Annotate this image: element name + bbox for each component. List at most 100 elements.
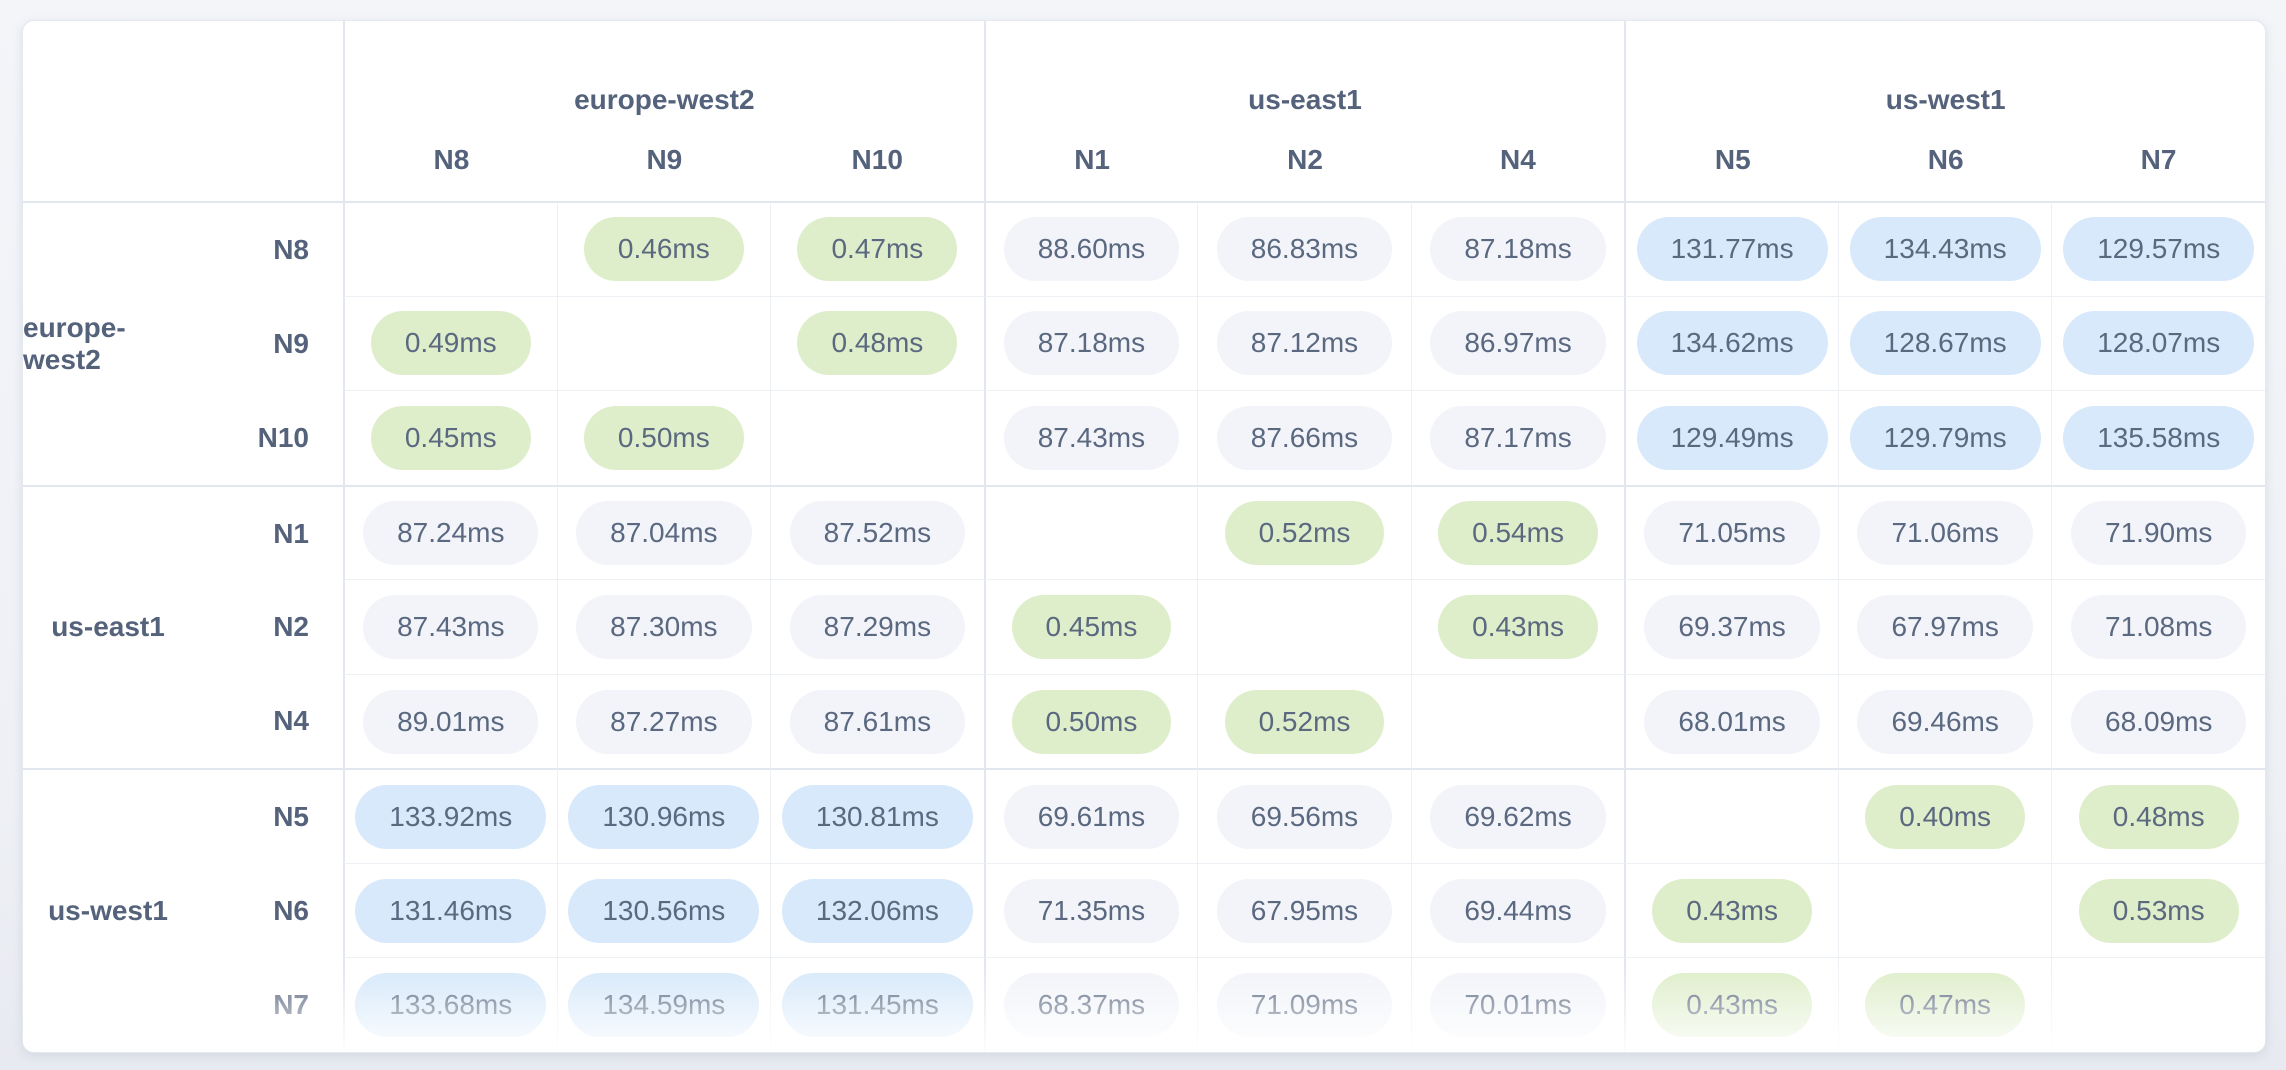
corner-cell (23, 21, 343, 201)
latency-pill[interactable]: 87.18ms (1430, 217, 1606, 282)
latency-pill[interactable]: 87.30ms (576, 594, 752, 659)
latency-pill[interactable]: 129.79ms (1849, 405, 2041, 470)
latency-pill[interactable]: 128.07ms (2063, 311, 2255, 376)
latency-pill[interactable]: 87.17ms (1430, 405, 1606, 470)
latency-pill[interactable]: 0.45ms (370, 405, 531, 470)
latency-pill[interactable]: 131.46ms (355, 878, 547, 943)
latency-pill[interactable]: 0.49ms (370, 311, 531, 376)
latency-pill[interactable]: 87.12ms (1216, 311, 1393, 376)
latency-pill[interactable]: 67.97ms (1857, 594, 2033, 659)
latency-pill[interactable]: 69.56ms (1216, 784, 1393, 849)
latency-pill[interactable]: 87.04ms (576, 500, 752, 565)
latency-pill[interactable]: 71.06ms (1857, 500, 2033, 565)
latency-cell: 128.07ms (2051, 295, 2265, 391)
latency-pill[interactable]: 128.67ms (1849, 311, 2041, 376)
latency-cell: 68.09ms (2051, 673, 2265, 769)
latency-pill[interactable]: 69.61ms (1003, 784, 1180, 849)
column-node-label: N2 (1287, 144, 1323, 175)
latency-pill[interactable]: 87.43ms (1003, 405, 1180, 470)
latency-matrix-card: europe-west2 N8 N9 N10 us-east1 N1 N2 N4 us-west… (22, 20, 2266, 1053)
latency-pill[interactable]: 0.40ms (1865, 784, 2026, 849)
latency-pill[interactable]: 0.50ms (583, 405, 744, 470)
latency-cell: 134.62ms (1624, 295, 1838, 391)
latency-pill[interactable]: 0.47ms (1865, 973, 2026, 1038)
latency-pill[interactable]: 0.43ms (1652, 973, 1813, 1038)
latency-pill[interactable]: 0.48ms (797, 311, 958, 376)
latency-pill[interactable]: 133.68ms (355, 973, 547, 1038)
latency-pill[interactable]: 88.60ms (1003, 217, 1180, 282)
latency-pill[interactable]: 0.48ms (2078, 784, 2239, 849)
row-node-label: N5 (273, 801, 309, 833)
latency-pill[interactable]: 0.52ms (1224, 689, 1385, 754)
latency-pill[interactable]: 87.52ms (789, 500, 966, 565)
latency-pill[interactable]: 69.62ms (1430, 784, 1606, 849)
latency-pill[interactable]: 68.37ms (1003, 973, 1180, 1038)
latency-pill[interactable]: 71.09ms (1216, 973, 1393, 1038)
latency-pill[interactable]: 134.43ms (1849, 217, 2041, 282)
latency-cell: 87.43ms (343, 579, 557, 674)
latency-pill[interactable]: 71.05ms (1644, 500, 1820, 565)
latency-pill[interactable]: 0.47ms (797, 217, 958, 282)
latency-pill[interactable]: 68.01ms (1644, 689, 1820, 754)
latency-pill[interactable]: 70.01ms (1430, 973, 1606, 1038)
latency-cell: 129.49ms (1624, 390, 1838, 485)
latency-pill[interactable]: 134.62ms (1636, 311, 1828, 376)
latency-cell: 0.43ms (1410, 579, 1625, 674)
latency-cell: 87.18ms (983, 295, 1198, 391)
latency-cell: 0.52ms (1197, 673, 1411, 769)
latency-pill[interactable]: 87.27ms (576, 689, 752, 754)
latency-pill[interactable]: 133.92ms (355, 784, 547, 849)
latency-pill[interactable]: 68.09ms (2071, 689, 2247, 754)
latency-pill[interactable]: 129.49ms (1636, 405, 1828, 470)
latency-cell: 86.97ms (1410, 295, 1625, 391)
column-node-headers: N1 N2 N4 (986, 143, 1625, 177)
latency-pill[interactable]: 87.66ms (1216, 405, 1393, 470)
latency-pill[interactable]: 129.57ms (2063, 217, 2255, 282)
latency-pill[interactable]: 134.59ms (568, 973, 760, 1038)
latency-pill[interactable]: 0.53ms (2078, 878, 2239, 943)
latency-cell: 87.52ms (770, 484, 984, 580)
latency-cell: 87.24ms (343, 484, 557, 580)
latency-pill[interactable]: 67.95ms (1216, 878, 1393, 943)
latency-pill[interactable]: 87.24ms (363, 500, 539, 565)
latency-pill[interactable]: 87.43ms (363, 594, 539, 659)
latency-pill[interactable]: 130.96ms (568, 784, 760, 849)
latency-cell: 67.97ms (1837, 579, 2052, 674)
latency-pill[interactable]: 87.29ms (789, 594, 966, 659)
latency-pill[interactable]: 71.08ms (2071, 594, 2247, 659)
latency-pill[interactable]: 130.81ms (781, 784, 973, 849)
latency-pill[interactable]: 0.52ms (1224, 500, 1385, 565)
latency-pill[interactable]: 0.45ms (1011, 594, 1172, 659)
column-node-label: N5 (1714, 144, 1751, 175)
latency-pill[interactable]: 0.50ms (1011, 689, 1172, 754)
latency-cell: 134.43ms (1837, 201, 2052, 296)
row-node-labels: N8 N9 N10 (193, 203, 343, 485)
latency-cell (1837, 862, 2052, 958)
latency-pill[interactable]: 69.37ms (1644, 594, 1820, 659)
latency-pill[interactable]: 71.90ms (2071, 500, 2247, 565)
latency-pill[interactable]: 89.01ms (363, 689, 539, 754)
latency-pill[interactable]: 86.97ms (1430, 311, 1606, 376)
latency-pill[interactable]: 86.83ms (1216, 217, 1393, 282)
latency-pill[interactable]: 0.54ms (1438, 500, 1598, 565)
latency-pill[interactable]: 69.46ms (1857, 689, 2033, 754)
latency-pill[interactable]: 131.45ms (781, 973, 973, 1038)
row-node-label: N6 (273, 895, 309, 927)
latency-pill[interactable]: 0.43ms (1652, 878, 1813, 943)
latency-cell: 87.17ms (1410, 390, 1625, 485)
latency-cell: 133.68ms (343, 957, 557, 1052)
latency-pill[interactable]: 0.46ms (583, 217, 744, 282)
latency-cell: 88.60ms (983, 201, 1198, 296)
latency-pill[interactable]: 132.06ms (781, 878, 973, 943)
latency-cell: 71.09ms (1197, 957, 1411, 1052)
latency-pill[interactable]: 130.56ms (568, 878, 760, 943)
latency-pill[interactable]: 0.43ms (1438, 594, 1598, 659)
column-node-headers: N5 N6 N7 (1626, 143, 2265, 177)
latency-cell: 68.37ms (983, 957, 1198, 1052)
latency-pill[interactable]: 87.18ms (1003, 311, 1180, 376)
latency-pill[interactable]: 135.58ms (2063, 405, 2255, 470)
latency-pill[interactable]: 69.44ms (1430, 878, 1606, 943)
latency-pill[interactable]: 131.77ms (1636, 217, 1828, 282)
latency-pill[interactable]: 87.61ms (789, 689, 966, 754)
latency-pill[interactable]: 71.35ms (1003, 878, 1180, 943)
